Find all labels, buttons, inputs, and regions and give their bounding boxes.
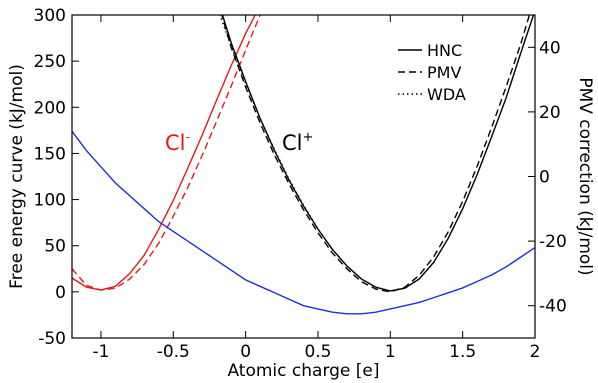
y-tick-label: 300 <box>34 6 66 26</box>
y2-tick-label: 20 <box>539 103 561 123</box>
plot-frame <box>71 14 536 339</box>
legend-item-hnc: HNC <box>398 41 462 60</box>
series-line-1 <box>72 15 261 291</box>
legend-label-wda: WDA <box>427 85 466 104</box>
legend-item-pmv: PMV <box>398 63 461 82</box>
y-axis-title: Free energy curve (kJ/mol) <box>7 64 27 289</box>
legend: HNC PMV WDA <box>398 41 466 104</box>
ticks-layer: -1 -0.5 0 0.5 1 1.5 2-50050100150200250300-40-… <box>34 6 567 362</box>
y-tick-label: 250 <box>34 52 66 72</box>
legend-item-wda: WDA <box>398 85 466 104</box>
x-tick-label: -0.5 <box>157 342 190 362</box>
annotation-cl-plus-text: Cl+ <box>282 130 313 155</box>
series-line-4 <box>219 15 435 292</box>
y-tick-label: -50 <box>38 329 66 349</box>
legend-label-pmv: PMV <box>427 63 461 82</box>
series-line-5 <box>72 130 535 315</box>
series-line-2 <box>221 15 535 292</box>
annotation-cl-minus: Cl- <box>165 130 191 155</box>
y-tick-label: 150 <box>34 144 66 164</box>
x-tick-label: 1 <box>385 342 396 362</box>
y2-tick-label: 0 <box>539 168 550 188</box>
y2-tick-label: 40 <box>539 38 561 58</box>
annotation-cl-plus: Cl+ <box>282 130 313 155</box>
x-axis-title: Atomic charge [e] <box>227 361 379 381</box>
legend-label-hnc: HNC <box>427 41 462 60</box>
y-tick-label: 50 <box>44 237 66 257</box>
x-tick-label: -1 <box>92 342 109 362</box>
y2-tick-label: -20 <box>539 232 567 252</box>
annotation-cl-minus-text: Cl- <box>165 130 191 155</box>
x-tick-label: 0.5 <box>304 342 331 362</box>
y2-tick-label: -40 <box>539 297 567 317</box>
series-layer <box>72 15 535 315</box>
x-tick-label: 0 <box>240 342 251 362</box>
x-tick-label: 2 <box>530 342 541 362</box>
y2-axis-title: PMV correction (kJ/mol) <box>575 77 595 275</box>
series-line-0 <box>72 15 256 291</box>
y-tick-label: 200 <box>34 98 66 118</box>
series-line-3 <box>221 15 531 293</box>
x-tick-label: 1.5 <box>449 342 476 362</box>
y-tick-label: 0 <box>55 283 66 303</box>
y-tick-label: 100 <box>34 191 66 211</box>
